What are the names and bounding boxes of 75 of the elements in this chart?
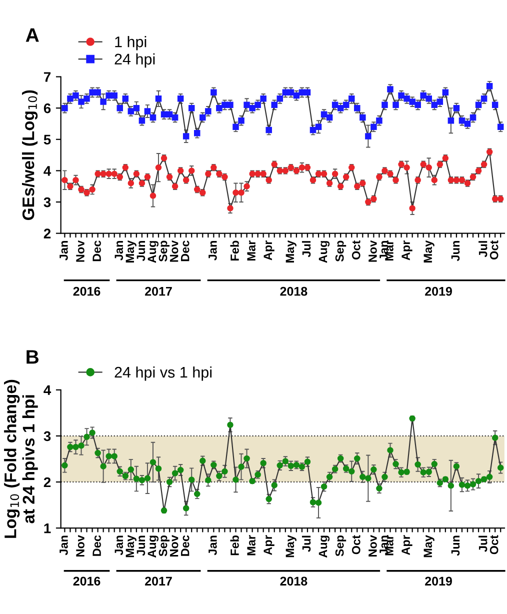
x-tick-label: Jan xyxy=(114,240,124,260)
y-tick-label: 4 xyxy=(44,166,52,176)
x-tick-label: Jun xyxy=(451,240,460,262)
y-tick-label: 2 xyxy=(44,228,51,238)
x-tick-label: Sep xyxy=(335,535,346,556)
x-tick-label: Apr xyxy=(264,535,274,556)
x-tick-label: Sep xyxy=(158,240,170,262)
x-tick-label: Nov xyxy=(368,240,377,262)
legend-label: 24 hpi vs 1 hpi xyxy=(114,366,212,381)
y-tick-label: 5 xyxy=(44,134,51,145)
y-axis-title: Log$_{10}$ (Fold change) at 24 hpivs 1 hpi xyxy=(4,380,38,538)
x-tick-label: Jan xyxy=(208,240,217,260)
y-tick-label: 4 xyxy=(44,385,52,395)
y-tick-label: 1 xyxy=(44,524,51,534)
x-tick-label: Nov xyxy=(170,240,178,262)
chart-title: B xyxy=(26,350,39,364)
text: 2018 xyxy=(280,286,308,296)
x-tick-label: Dec xyxy=(181,535,190,556)
x-tick-label: Dec xyxy=(181,240,190,262)
x-tick-label: Mar xyxy=(247,240,256,260)
x-tick-label: Jan xyxy=(60,536,68,556)
text: 2019 xyxy=(425,576,452,586)
x-tick-label: Dec xyxy=(92,240,101,262)
y-tick-label: 3 xyxy=(44,431,51,442)
x-tick-label: Apr xyxy=(402,535,412,556)
y-tick-label: 7 xyxy=(44,72,51,82)
x-tick-label: Dec xyxy=(92,535,101,556)
x-tick-label: Jun xyxy=(451,536,460,556)
legend-label: 1 hpi xyxy=(115,36,146,50)
y-tick-label: 6 xyxy=(44,103,51,114)
x-tick-label: Sep xyxy=(158,535,170,556)
x-tick-label: Aug xyxy=(318,536,330,558)
legend-label: 24 hpi xyxy=(114,53,155,68)
x-tick-label: Jun xyxy=(136,536,146,556)
x-tick-label: Jan xyxy=(208,536,217,556)
x-tick-label: Jul xyxy=(302,241,311,258)
x-tick-label: Mar xyxy=(247,535,256,556)
x-tick-label: Feb xyxy=(230,535,239,556)
x-tick-label: Aug xyxy=(148,241,158,263)
x-tick-label: Jul xyxy=(302,536,311,552)
x-tick-label: May xyxy=(286,535,296,558)
x-tick-label: Nov xyxy=(368,535,377,556)
text: 2018 xyxy=(280,576,308,586)
x-tick-label: Nov xyxy=(76,240,84,262)
x-tick-label: Jul xyxy=(478,536,488,552)
y-tick-label: 2 xyxy=(44,477,51,488)
text: 2017 xyxy=(145,576,172,586)
x-tick-label: Jul xyxy=(478,241,488,258)
x-tick-label: May xyxy=(286,240,296,262)
x-tick-label: Oct xyxy=(490,240,498,260)
x-tick-label: May xyxy=(424,535,434,558)
x-tick-label: Sep xyxy=(335,240,346,262)
x-tick-label: Apr xyxy=(264,240,274,260)
text: 2019 xyxy=(425,286,452,296)
x-tick-label: Jun xyxy=(136,240,146,262)
x-tick-label: Jan xyxy=(114,536,124,556)
x-tick-label: Nov xyxy=(170,535,178,556)
x-tick-label: Aug xyxy=(318,241,330,263)
chart-title: A xyxy=(26,28,39,42)
x-tick-label: Nov xyxy=(76,535,84,556)
x-tick-label: Oct xyxy=(352,240,360,260)
x-tick-label: Feb xyxy=(230,240,239,260)
x-tick-label: Apr xyxy=(402,240,412,260)
text: 2017 xyxy=(145,286,172,296)
text: 2016 xyxy=(73,286,100,296)
x-tick-label: May xyxy=(424,240,434,262)
x-tick-label: Oct xyxy=(490,535,498,554)
y-axis-title: GEs/well (Log$_{10}$) xyxy=(22,90,38,220)
x-tick-label: Jan xyxy=(60,240,68,260)
x-tick-label: May xyxy=(126,535,136,558)
y-tick-label: 3 xyxy=(44,197,51,208)
x-tick-label: Aug xyxy=(148,536,158,558)
x-tick-label: Oct xyxy=(352,535,360,554)
text: 2016 xyxy=(73,576,100,586)
x-tick-label: May xyxy=(126,240,136,262)
